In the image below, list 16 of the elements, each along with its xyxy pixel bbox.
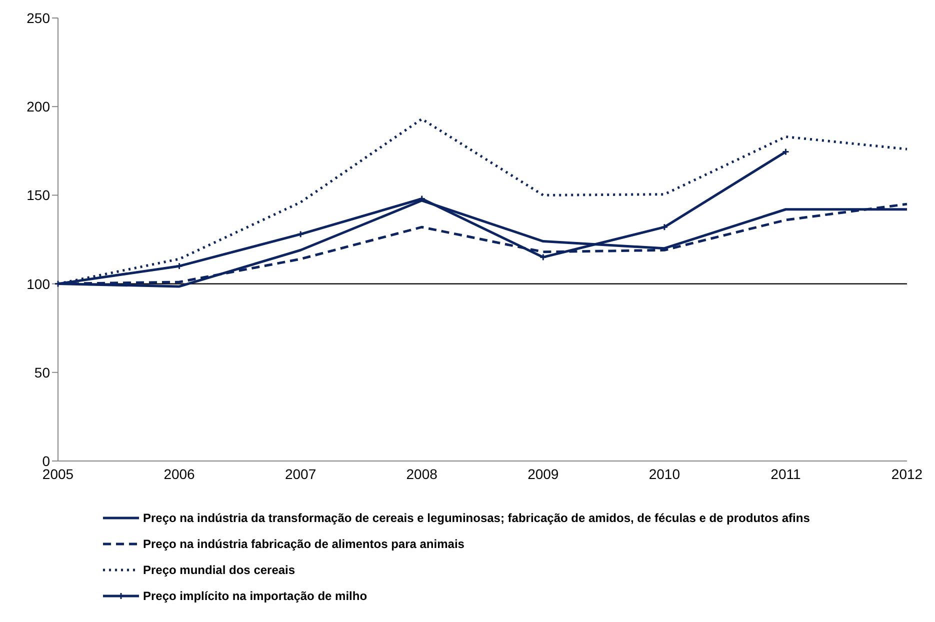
x-tick-label: 2011 <box>770 466 801 482</box>
x-tick-label: 2006 <box>164 466 196 482</box>
y-tick-label: 250 <box>26 10 50 26</box>
x-tick-label: 2008 <box>406 466 438 482</box>
legend-label: Preço implícito na importação de milho <box>143 589 368 603</box>
y-tick-label: 150 <box>26 187 50 204</box>
legend-label: Preço na indústria fabricação de alimentos para animais <box>143 537 464 551</box>
y-tick-label: 200 <box>26 98 50 115</box>
y-tick-label: 100 <box>26 276 50 292</box>
legend-label: Preço na indústria da transformação de cereais e leguminosas; fabricação de amidos, de féculas e de produtos afins <box>143 511 810 525</box>
y-tick-label: 50 <box>34 364 50 380</box>
legend-label: Preço mundial dos cereais <box>143 563 296 577</box>
x-tick-label: 2009 <box>528 466 559 482</box>
x-tick-label: 2012 <box>891 466 923 482</box>
x-tick-label: 2010 <box>648 466 680 482</box>
x-tick-label: 2007 <box>284 466 316 482</box>
